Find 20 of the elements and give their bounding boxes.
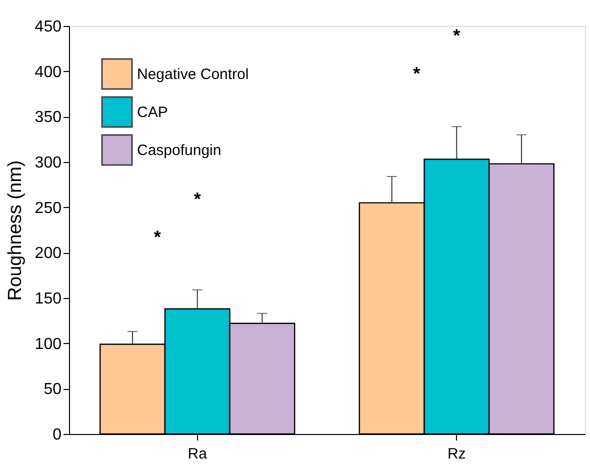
legend-label: CAP	[137, 104, 168, 121]
legend-label: Negative Control	[137, 66, 249, 83]
y-tick-label: 300	[34, 154, 62, 172]
y-tick-label: 400	[34, 64, 62, 81]
annotation: *	[413, 64, 420, 84]
x-tick-label: Ra	[188, 446, 208, 462]
annotation: *	[453, 26, 460, 46]
annotation: *	[194, 188, 201, 209]
legend-label: Caspofungin	[137, 142, 222, 159]
y-axis-title: Roughness (nm)	[4, 160, 26, 301]
y-tick-label: 350	[34, 109, 62, 126]
y-tick-label: 150	[34, 290, 62, 308]
y-tick-label: 50	[44, 381, 62, 398]
x-tick-label: Rz	[447, 446, 466, 462]
annotation: *	[154, 226, 161, 247]
y-tick-label: 0	[52, 426, 62, 444]
y-tick-label: 100	[34, 336, 62, 353]
y-tick-label: 200	[34, 245, 62, 262]
y-tick-label: 250	[34, 200, 62, 217]
y-tick-label: 450	[34, 18, 62, 36]
